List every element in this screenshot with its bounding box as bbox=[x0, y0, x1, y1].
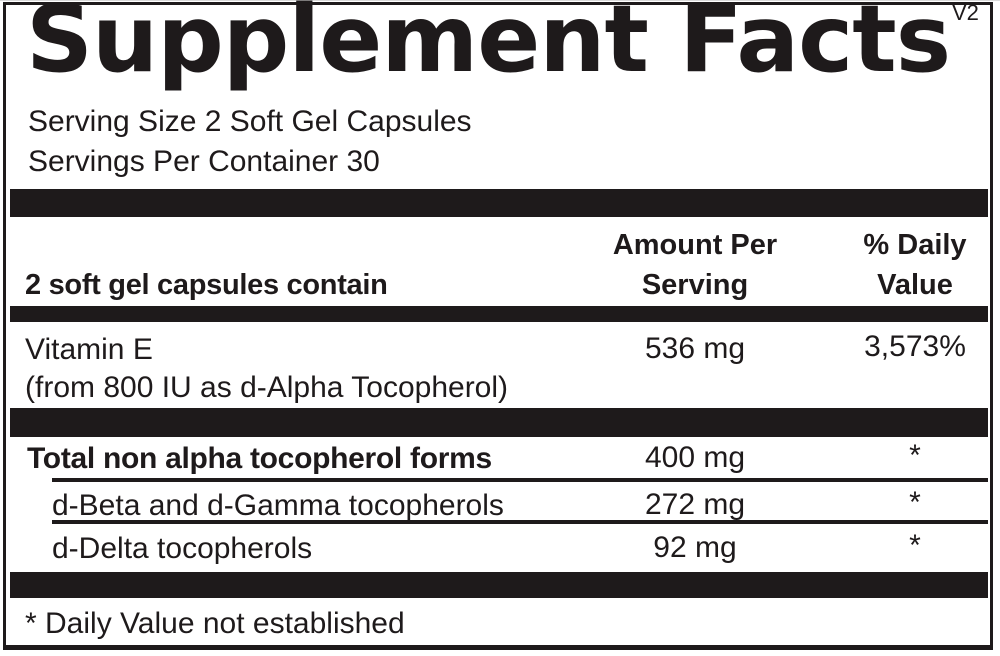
header-divider-bar bbox=[10, 306, 988, 322]
amount-value: 92 mg bbox=[653, 531, 737, 564]
dv-header-line2: Value bbox=[877, 269, 953, 301]
table-header-row: 2 soft gel capsules contain Amount Per S… bbox=[0, 222, 1000, 306]
ingredient-name-text: d-Beta and d-Gamma tocopherols bbox=[52, 489, 504, 522]
dv-header-line1: % Daily bbox=[863, 229, 967, 261]
table-row-vitamin-e: Vitamin E (from 800 IU as d-Alpha Tocoph… bbox=[0, 328, 1000, 408]
servings-per-container-line: Servings Per Container 30 bbox=[28, 145, 380, 178]
scan-edge-line bbox=[0, 0, 1000, 1]
amount-per-serving-column-header: Amount Per Serving bbox=[575, 225, 815, 305]
daily-value: * bbox=[909, 486, 921, 519]
daily-value-column-header: % Daily Value bbox=[825, 225, 1000, 305]
daily-value: 3,573% bbox=[864, 330, 966, 363]
amount-header-line2: Serving bbox=[641, 269, 749, 301]
amount-value: 272 mg bbox=[644, 488, 746, 521]
amount-header-line1: Amount Per bbox=[612, 229, 778, 261]
label-border-frame bbox=[3, 2, 993, 650]
row-separator-line bbox=[52, 478, 988, 482]
amount-value: 400 mg bbox=[644, 441, 746, 474]
table-row-delta: d-Delta tocopherols 92 mg * bbox=[0, 527, 1000, 567]
amount-value: 536 mg bbox=[644, 332, 746, 365]
row-separator-line bbox=[52, 520, 988, 524]
label-title: Supplement Facts bbox=[26, 0, 951, 93]
version-tag: V2 bbox=[952, 0, 979, 25]
contains-column-header: 2 soft gel capsules contain bbox=[25, 269, 388, 301]
ingredient-name-text: Total non alpha tocopherol forms bbox=[27, 442, 492, 475]
ingredient-detail-text: (from 800 IU as d-Alpha Tocopherol) bbox=[25, 371, 509, 404]
ingredient-name-text: Vitamin E bbox=[25, 333, 153, 366]
daily-value: * bbox=[909, 439, 921, 472]
daily-value-footnote: * Daily Value not established bbox=[25, 607, 405, 640]
serving-size-line: Serving Size 2 Soft Gel Capsules bbox=[28, 105, 472, 138]
thick-divider-top bbox=[10, 189, 988, 217]
thick-divider-middle bbox=[10, 408, 988, 437]
ingredient-name: Vitamin E (from 800 IU as d-Alpha Tocoph… bbox=[25, 331, 508, 407]
ingredient-name-text: d-Delta tocopherols bbox=[52, 532, 313, 565]
daily-value: * bbox=[909, 529, 921, 562]
thick-divider-bottom bbox=[10, 572, 988, 598]
table-row-total-non-alpha: Total non alpha tocopherol forms 400 mg … bbox=[0, 437, 1000, 478]
table-row-beta-gamma: d-Beta and d-Gamma tocopherols 272 mg * bbox=[0, 484, 1000, 522]
